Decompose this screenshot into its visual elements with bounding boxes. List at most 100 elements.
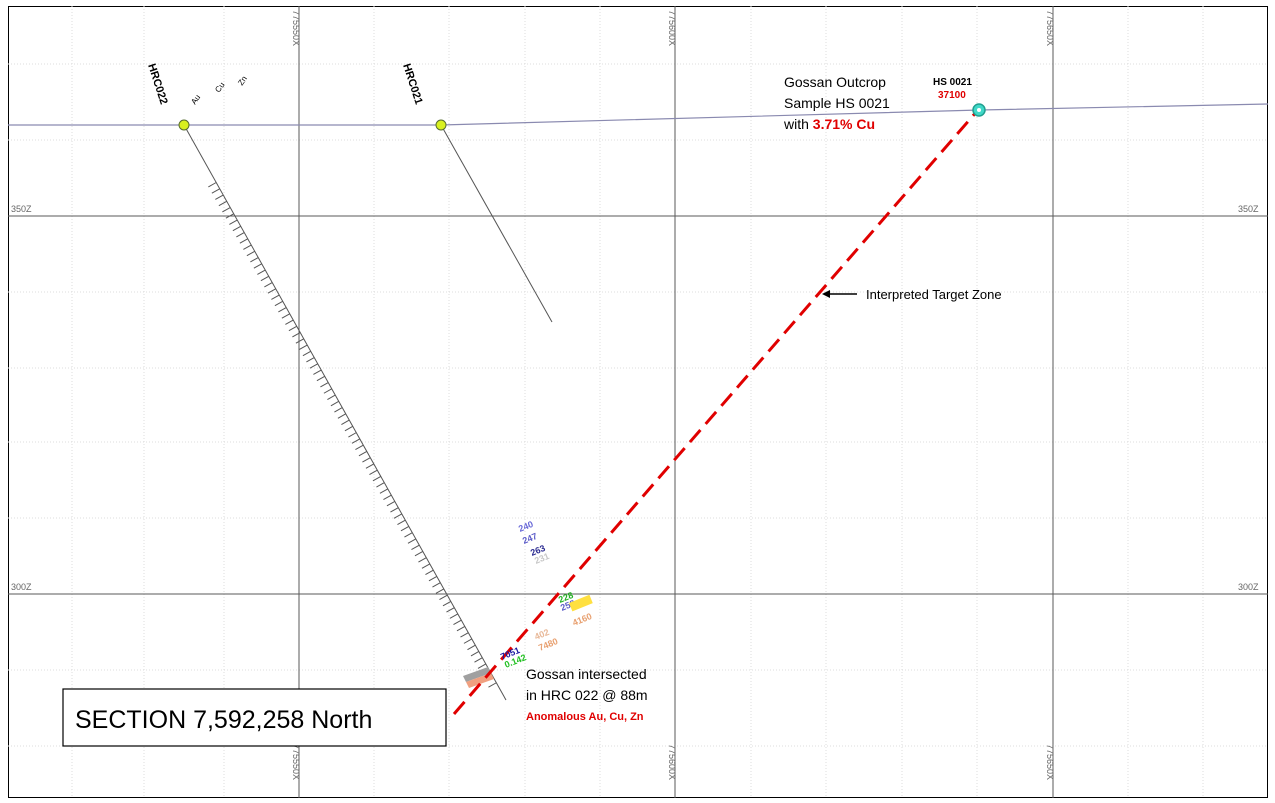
outcrop-line3: with 3.71% Cu	[783, 116, 875, 132]
depth-tick	[467, 644, 476, 651]
depth-tick	[369, 469, 378, 475]
depth-tick	[323, 388, 333, 394]
depth-tick	[211, 188, 220, 194]
section-canvas: 775550X 775600X 775650X 775550X 775600X …	[8, 6, 1269, 798]
depth-tick	[425, 569, 434, 576]
depth-tick	[334, 407, 343, 413]
assay-labels: 240 247 263 231 228 258 402 7480 4160 70…	[499, 519, 593, 670]
depth-tick	[337, 413, 347, 419]
grid-label-z-right-350: 350Z	[1238, 204, 1259, 214]
depth-tick	[355, 444, 364, 450]
depth-tick	[435, 588, 445, 594]
depth-tick	[362, 457, 371, 463]
intersection-line2: in HRC 022 @ 88m	[526, 687, 648, 703]
target-zone-annotation: Interpreted Target Zone	[822, 287, 1002, 302]
depth-tick	[421, 563, 431, 569]
svg-text:Zn: Zn	[236, 74, 249, 87]
depth-tick	[449, 613, 459, 619]
intersection-annotation: Gossan intersected in HRC 022 @ 88m Anom…	[526, 666, 648, 723]
depth-tick	[442, 601, 452, 607]
depth-tick	[239, 238, 248, 244]
depth-tick	[463, 638, 473, 644]
depth-tick	[470, 651, 480, 657]
grid-label-z-left-350: 350Z	[11, 204, 32, 214]
depth-tick	[250, 257, 259, 263]
target-zone-label: Interpreted Target Zone	[866, 287, 1002, 302]
drill-trace-hrc022	[183, 124, 507, 701]
depth-tick	[309, 363, 318, 369]
depth-tick	[372, 475, 382, 482]
depth-tick	[344, 425, 354, 432]
depth-tick	[439, 594, 448, 601]
outcrop-sample-value: 37100	[938, 90, 966, 101]
grid-label-z-left-300: 300Z	[11, 582, 32, 592]
depth-tick	[320, 382, 329, 388]
depth-tick	[215, 194, 224, 200]
depth-tick	[365, 463, 375, 469]
depth-tick	[351, 438, 361, 444]
depth-tick	[260, 275, 269, 282]
depth-tick	[330, 400, 340, 407]
depth-tick	[288, 325, 297, 332]
depth-tick	[253, 263, 262, 269]
depth-tick	[428, 576, 438, 582]
depth-tick	[386, 500, 396, 507]
depth-tick	[299, 344, 308, 350]
depth-tick	[456, 626, 466, 632]
depth-tick	[376, 482, 385, 488]
depth-tick	[418, 557, 427, 563]
grid-label-x-top-1: 775550X	[291, 10, 301, 46]
depth-tick	[225, 213, 234, 219]
depth-tick	[313, 369, 322, 375]
depth-tick	[446, 607, 455, 613]
outcrop-line2: Sample HS 0021	[784, 95, 890, 111]
intersection-line1: Gossan intersected	[526, 666, 647, 682]
collar-hrc021	[435, 119, 447, 131]
outcrop-annotation: Gossan Outcrop Sample HS 0021 with 3.71%…	[783, 74, 890, 132]
depth-tick	[271, 294, 280, 300]
depth-tick	[358, 450, 368, 457]
depth-tick	[292, 332, 301, 338]
grid-label-x-top-3: 775650X	[1045, 10, 1055, 46]
depth-tick	[327, 394, 336, 400]
section-title: SECTION 7,592,258 North	[75, 706, 372, 734]
depth-tick	[460, 632, 469, 638]
depth-tick	[453, 619, 462, 626]
depth-tick	[379, 488, 389, 494]
outcrop-sample-id: HS 0021	[933, 77, 972, 88]
depth-tick	[285, 319, 294, 325]
depth-tick	[316, 375, 325, 382]
depth-tick	[281, 313, 290, 319]
depth-tick	[257, 269, 266, 275]
depth-tick	[264, 282, 273, 288]
depth-tick	[477, 663, 487, 669]
depth-tick	[411, 544, 420, 551]
depth-tick	[341, 419, 350, 425]
depth-tick	[218, 200, 227, 207]
grid-label-x-top-2: 775600X	[667, 10, 677, 46]
depth-tick	[278, 307, 287, 313]
depth-tick	[274, 300, 283, 307]
depth-tick	[404, 532, 413, 538]
depth-tick	[414, 550, 424, 557]
depth-tick	[222, 207, 231, 213]
major-grid	[8, 6, 1268, 798]
depth-ticks-hrc022	[208, 182, 497, 688]
depth-tick	[348, 432, 357, 438]
section-diagram: 775550X 775600X 775650X 775550X 775600X …	[8, 6, 1269, 798]
depth-tick	[243, 244, 252, 250]
grid-label-x-bottom-2: 775600X	[667, 744, 677, 780]
depth-tick	[246, 250, 255, 257]
section-title-box: SECTION 7,592,258 North	[62, 688, 447, 747]
diagram-border	[8, 6, 1268, 798]
depth-tick	[488, 682, 497, 688]
depth-tick	[383, 494, 392, 500]
depth-tick	[295, 338, 304, 344]
depth-tick	[302, 350, 311, 357]
grid-labels: 775550X 775600X 775650X 775550X 775600X …	[11, 10, 1259, 780]
intersection-line3: Anomalous Au, Cu, Zn	[526, 711, 644, 723]
depth-tick	[407, 538, 417, 544]
depth-tick	[208, 182, 217, 188]
depth-tick	[236, 232, 245, 238]
depth-tick	[232, 225, 241, 232]
